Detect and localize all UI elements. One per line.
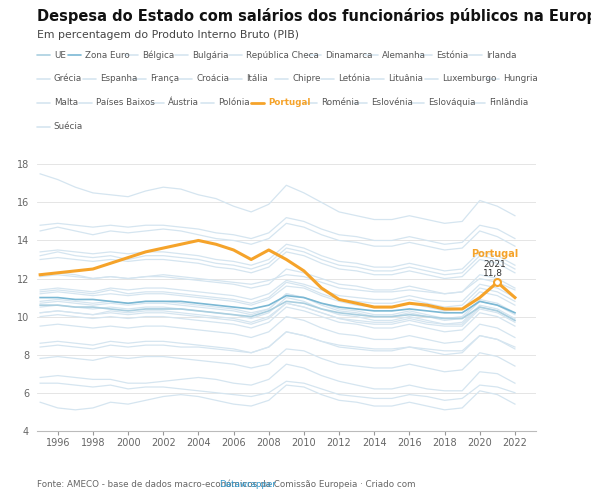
Text: Espanha: Espanha	[100, 74, 137, 83]
Text: Portugal: Portugal	[268, 98, 310, 107]
Text: 2021: 2021	[483, 259, 506, 268]
Text: Despesa do Estado com salários dos funcionários públicos na Europa: Despesa do Estado com salários dos funci…	[37, 8, 591, 24]
Text: Estónia: Estónia	[436, 50, 468, 59]
Text: Fonte: AMECO - base de dados macro-económicos da Comissão Europeia · Criado com: Fonte: AMECO - base de dados macro-econó…	[37, 480, 418, 489]
Text: Letónia: Letónia	[339, 74, 371, 83]
Text: Luxemburgo: Luxemburgo	[442, 74, 496, 83]
Text: Bélgica: Bélgica	[142, 50, 175, 60]
Text: Portugal: Portugal	[471, 249, 518, 258]
Text: Suécia: Suécia	[54, 122, 83, 131]
Text: Polónia: Polónia	[218, 98, 250, 107]
Text: Finlândia: Finlândia	[489, 98, 529, 107]
Text: Roménia: Roménia	[322, 98, 360, 107]
Text: Em percentagem do Produto Interno Bruto (PIB): Em percentagem do Produto Interno Bruto …	[37, 30, 298, 40]
Text: Grécia: Grécia	[54, 74, 82, 83]
Text: Áustria: Áustria	[168, 98, 199, 107]
Text: Dinamarca: Dinamarca	[325, 50, 373, 59]
Text: Zona Euro: Zona Euro	[85, 50, 130, 59]
Text: França: França	[150, 74, 179, 83]
Text: Eslováquia: Eslováquia	[428, 98, 476, 107]
Text: Croácia: Croácia	[196, 74, 229, 83]
Text: UE: UE	[54, 50, 66, 59]
Text: República Checa: República Checa	[246, 50, 319, 59]
Text: Chipre: Chipre	[292, 74, 320, 83]
Text: Países Baixos: Países Baixos	[96, 98, 155, 107]
Text: Eslovénia: Eslovénia	[371, 98, 413, 107]
Text: Irlanda: Irlanda	[486, 50, 517, 59]
Text: Datawrapper: Datawrapper	[219, 480, 275, 489]
Text: Bulgária: Bulgária	[193, 50, 229, 59]
Text: Itália: Itália	[246, 74, 268, 83]
Text: Lituânia: Lituânia	[388, 74, 423, 83]
Text: Hungria: Hungria	[503, 74, 537, 83]
Text: Malta: Malta	[54, 98, 78, 107]
Text: Alemanha: Alemanha	[382, 50, 426, 59]
Text: 11,8: 11,8	[483, 268, 504, 277]
